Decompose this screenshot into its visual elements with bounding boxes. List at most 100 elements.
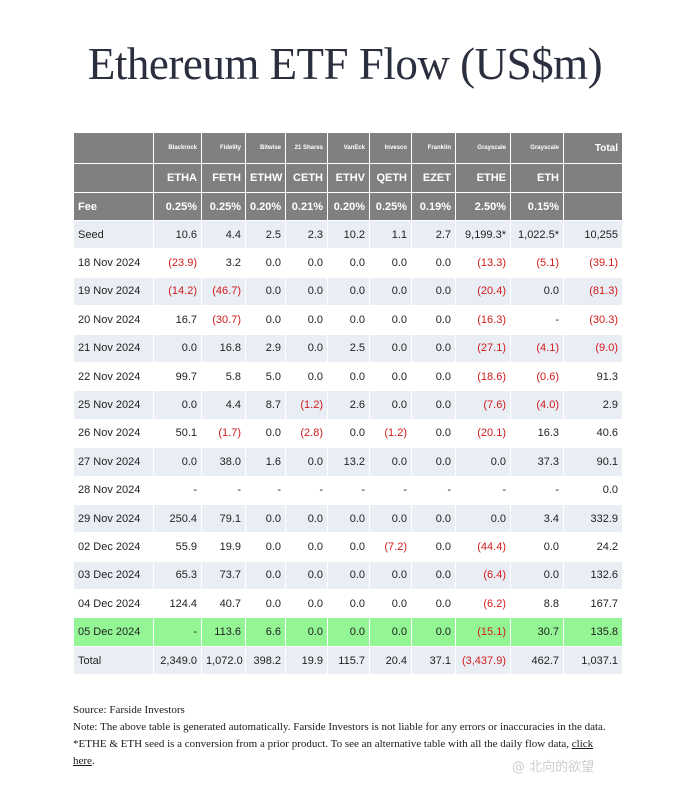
flow-cell: 0.0 <box>153 447 202 477</box>
flow-cell: - <box>153 475 202 505</box>
flow-cell: 0.0 <box>285 248 328 278</box>
row-total-cell: 135.8 <box>563 617 623 647</box>
flow-cell: (20.1) <box>455 418 511 449</box>
total-row: Total 2,349.0 1,072.0 398.2 19.9 115.7 20.4 37.… <box>73 645 623 676</box>
flow-cell: (6.4) <box>455 560 511 591</box>
fee-cell: 2.50% <box>455 192 511 221</box>
flow-cell: 0.0 <box>369 361 412 392</box>
click-here-link[interactable]: click here <box>73 738 594 767</box>
flow-cell: (7.6) <box>455 390 511 420</box>
flow-cell: 0.0 <box>411 532 456 562</box>
row-date: 28 Nov 2024 <box>73 475 154 505</box>
flow-cell: 0.0 <box>245 276 286 307</box>
flow-cell: 8.7 <box>245 390 286 420</box>
flow-cell: 0.0 <box>411 447 456 477</box>
flow-cell: 9,199.3* <box>455 219 511 250</box>
flow-cell: 0.0 <box>455 447 511 477</box>
flow-cell: 0.0 <box>245 503 286 534</box>
flow-cell: 1.1 <box>369 219 412 250</box>
ticker-header: ETHA <box>153 163 202 193</box>
fee-cell: 0.15% <box>510 192 564 221</box>
row-total-cell: 10,255 <box>563 219 623 250</box>
total-cell: 1,072.0 <box>201 645 246 676</box>
table-row: 18 Nov 2024 (23.9) 3.2 0.0 0.0 0.0 0.0 0.0 (13.3… <box>73 248 623 278</box>
ticker-header: ETH <box>510 163 564 193</box>
fee-cell: 0.19% <box>411 192 456 221</box>
flow-cell: 0.0 <box>327 361 370 392</box>
total-cell: 398.2 <box>245 645 286 676</box>
flow-cell: 4.4 <box>201 219 246 250</box>
flow-cell: 124.4 <box>153 589 202 619</box>
total-cell: 462.7 <box>510 645 564 676</box>
flow-cell: 5.8 <box>201 361 246 392</box>
flow-cell: 55.9 <box>153 532 202 562</box>
flow-cell: 0.0 <box>510 276 564 307</box>
row-date: 27 Nov 2024 <box>73 447 154 477</box>
table-row: 27 Nov 2024 0.0 38.0 1.6 0.0 13.2 0.0 0.0 0.0 37.… <box>73 447 623 477</box>
flow-cell: 0.0 <box>285 617 328 647</box>
flow-cell: 2.5 <box>245 219 286 250</box>
footer-notes: Source: Farside Investors Note: The abov… <box>73 702 613 770</box>
row-date: 20 Nov 2024 <box>73 305 154 335</box>
flow-cell: - <box>327 475 370 505</box>
table-row: 25 Nov 2024 0.0 4.4 8.7 (1.2) 2.6 0.0 0.0 (7.6)(… <box>73 390 623 420</box>
flow-cell: 0.0 <box>327 589 370 619</box>
table-row: 03 Dec 2024 65.3 73.7 0.0 0.0 0.0 0.0 0.0 (6.4) 0… <box>73 560 623 591</box>
ticker-header: ETHV <box>327 163 370 193</box>
source-text: Source: Farside Investors <box>73 704 185 716</box>
total-cell: 37.1 <box>411 645 456 676</box>
flow-cell: 0.0 <box>327 418 370 449</box>
flow-cell: - <box>411 475 456 505</box>
flow-cell: (23.9) <box>153 248 202 278</box>
flow-cell: 50.1 <box>153 418 202 449</box>
note-text: Note: The above table is generated autom… <box>73 719 613 770</box>
note-body: Note: The above table is generated autom… <box>73 721 606 750</box>
flow-cell: 0.0 <box>510 560 564 591</box>
flow-cell: 13.2 <box>327 447 370 477</box>
ticker-header: ETHE <box>455 163 511 193</box>
flow-cell: 0.0 <box>411 617 456 647</box>
flow-cell: 0.0 <box>153 333 202 363</box>
flow-cell: (4.0) <box>510 390 564 420</box>
row-total-cell: (9.0) <box>563 333 623 363</box>
flow-cell: 0.0 <box>245 248 286 278</box>
row-total-cell: 40.6 <box>563 418 623 449</box>
flow-cell: 250.4 <box>153 503 202 534</box>
flow-cell: - <box>369 475 412 505</box>
row-date: 03 Dec 2024 <box>73 560 154 591</box>
flow-cell: - <box>285 475 328 505</box>
total-cell: 2,349.0 <box>153 645 202 676</box>
fee-row: Fee 0.25% 0.25% 0.20% 0.21% 0.20% 0.25% 0.19% 2.… <box>73 192 623 221</box>
flow-cell: 73.7 <box>201 560 246 591</box>
issuer-header: Blackrock <box>153 132 202 164</box>
row-total-cell: 132.6 <box>563 560 623 591</box>
flow-cell: 2.5 <box>327 333 370 363</box>
flow-cell: (27.1) <box>455 333 511 363</box>
flow-cell: 0.0 <box>327 560 370 591</box>
flow-cell: 0.0 <box>285 305 328 335</box>
flow-cell: (7.2) <box>369 532 412 562</box>
ticker-corner-cell <box>73 163 154 193</box>
flow-cell: 0.0 <box>510 532 564 562</box>
row-date: 05 Dec 2024 <box>73 617 154 647</box>
flow-cell: 0.0 <box>285 276 328 307</box>
issuer-header: Grayscale <box>455 132 511 164</box>
flow-cell: (20.4) <box>455 276 511 307</box>
flow-cell: 16.7 <box>153 305 202 335</box>
ticker-header: EZET <box>411 163 456 193</box>
flow-cell: 0.0 <box>369 248 412 278</box>
flow-cell: - <box>201 475 246 505</box>
flow-cell: (13.3) <box>455 248 511 278</box>
flow-cell: 0.0 <box>245 560 286 591</box>
fee-cell: 0.21% <box>285 192 328 221</box>
flow-cell: 0.0 <box>369 390 412 420</box>
flow-cell: 65.3 <box>153 560 202 591</box>
table-row: 04 Dec 2024 124.4 40.7 0.0 0.0 0.0 0.0 0.0 (6.2)… <box>73 589 623 619</box>
table-row: 02 Dec 2024 55.9 19.9 0.0 0.0 0.0 (7.2) 0.0 (44.… <box>73 532 623 562</box>
issuer-header: Franklin <box>411 132 456 164</box>
flow-cell: 16.8 <box>201 333 246 363</box>
row-date: 29 Nov 2024 <box>73 503 154 534</box>
flow-cell: 0.0 <box>411 248 456 278</box>
flow-cell: (6.2) <box>455 589 511 619</box>
flow-cell: (44.4) <box>455 532 511 562</box>
